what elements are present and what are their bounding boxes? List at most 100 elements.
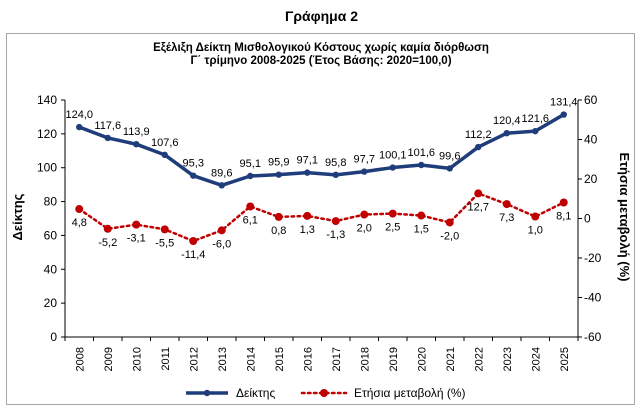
y-right-tick-label: -40 [584, 291, 602, 305]
index-data-label: 113,9 [123, 126, 150, 138]
annual-change-point [559, 198, 568, 207]
index-point [190, 172, 197, 179]
annual-change-point [417, 211, 426, 220]
annual-change-data-label: 2,5 [385, 222, 400, 234]
annual-change-point [160, 225, 169, 234]
index-data-label: 120,4 [493, 115, 521, 127]
x-tick-label: 2017 [331, 347, 343, 371]
index-data-label: 100,1 [379, 150, 407, 162]
legend-label-index: Δείκτης [236, 386, 275, 400]
y-left-tick-label: 20 [44, 296, 58, 310]
annual-change-data-label: 12,7 [468, 201, 489, 213]
x-tick-label: 2025 [559, 347, 571, 371]
annual-change-point [502, 200, 511, 209]
x-tick-label: 2012 [188, 347, 200, 371]
y-left-tick-label: 0 [50, 330, 57, 344]
x-tick-label: 2023 [502, 347, 514, 371]
legend-marker-annual-change [320, 389, 328, 397]
x-tick-label: 2024 [530, 347, 542, 371]
index-point [475, 143, 482, 151]
series-line-annual-change [78, 191, 565, 243]
y-left-tick-label: 140 [37, 93, 57, 107]
index-point [133, 140, 140, 148]
annual-change-data-label: 7,3 [499, 212, 514, 224]
annual-change-point [189, 237, 198, 246]
legend-label-annual-change: Ετήσια μεταβολή (%) [354, 386, 466, 400]
annual-change-data-label: 0,8 [271, 225, 286, 237]
y-axis-left-label: Δείκτης [10, 193, 25, 240]
annual-change-point [531, 212, 540, 221]
index-point [446, 165, 453, 172]
chart-frame [6, 33, 635, 405]
index-point [560, 111, 567, 118]
y-right-tick-label: 20 [584, 172, 598, 186]
annual-change-point [388, 209, 397, 218]
index-data-label: 95,1 [240, 158, 261, 170]
annual-change-point [331, 217, 340, 226]
index-data-label: 89,6 [211, 167, 232, 179]
index-point [161, 151, 168, 159]
index-data-label: 97,7 [354, 154, 375, 166]
y-left-tick-label: 60 [44, 228, 58, 242]
x-tick-label: 2021 [445, 347, 457, 371]
annual-change-data-label: -2,0 [440, 230, 459, 242]
x-tick-label: 2019 [388, 347, 400, 371]
x-tick-label: 2016 [302, 347, 314, 371]
index-point [218, 182, 225, 189]
annual-change-point [103, 224, 112, 233]
annual-change-data-label: 1,3 [300, 224, 315, 236]
index-point [275, 171, 282, 178]
index-data-label: 131,4 [550, 97, 578, 109]
index-data-label: 99,6 [439, 150, 460, 162]
index-point [104, 134, 111, 142]
index-point [332, 171, 339, 179]
y-left-tick-label: 80 [44, 195, 58, 209]
annual-change-data-label: 1,5 [414, 224, 429, 236]
index-point [304, 169, 311, 176]
annual-change-data-label: 8,1 [556, 211, 571, 223]
index-point [389, 164, 396, 171]
index-data-label: 107,6 [151, 137, 179, 149]
annual-change-point [75, 205, 84, 214]
x-tick-label: 2009 [103, 347, 115, 371]
x-tick-label: 2018 [359, 347, 371, 371]
y-right-tick-label: 60 [584, 93, 598, 107]
annual-change-point [474, 189, 483, 198]
annual-change-point [217, 226, 226, 235]
annual-change-point [303, 211, 312, 220]
y-right-tick-label: -60 [584, 330, 602, 344]
y-right-tick-label: 40 [584, 133, 598, 147]
x-tick-label: 2010 [131, 347, 143, 371]
annual-change-point [360, 210, 369, 219]
annual-change-point [246, 202, 255, 211]
y-left-tick-label: 40 [44, 262, 58, 276]
annual-change-data-label: -1,3 [326, 229, 345, 241]
index-point [418, 161, 425, 169]
annual-change-data-label: -5,5 [155, 237, 174, 249]
annual-change-data-label: 1,0 [528, 225, 543, 237]
annual-change-data-label: 4,8 [72, 217, 87, 229]
x-tick-label: 2022 [473, 347, 485, 371]
x-tick-label: 2011 [160, 347, 172, 371]
index-data-label: 95,8 [325, 157, 346, 169]
index-point [503, 129, 510, 137]
annual-change-point [132, 220, 141, 229]
y-left-tick-label: 100 [37, 161, 57, 175]
index-data-label: 124,0 [65, 109, 93, 121]
y-right-tick-label: 0 [584, 212, 591, 226]
x-tick-label: 2020 [416, 347, 428, 371]
x-tick-label: 2008 [74, 347, 86, 371]
y-right-tick-label: -20 [584, 251, 602, 265]
page-heading: Γράφημα 2 [284, 8, 359, 24]
index-data-label: 121,6 [521, 113, 549, 125]
index-data-label: 112,2 [465, 129, 492, 141]
index-point [247, 172, 254, 180]
annual-change-point [445, 218, 454, 227]
x-tick-label: 2015 [274, 347, 286, 371]
x-tick-label: 2013 [217, 347, 229, 371]
chart-title-line2: Γ΄ τρίμηνο 2008-2025 (Έτος Βάσης: 2020=1… [190, 55, 451, 67]
index-data-label: 95,9 [268, 157, 289, 169]
index-data-label: 97,1 [297, 155, 318, 167]
chart-title-line1: Εξέλιξη Δείκτη Μισθολογικού Κόστους χωρί… [153, 42, 489, 54]
